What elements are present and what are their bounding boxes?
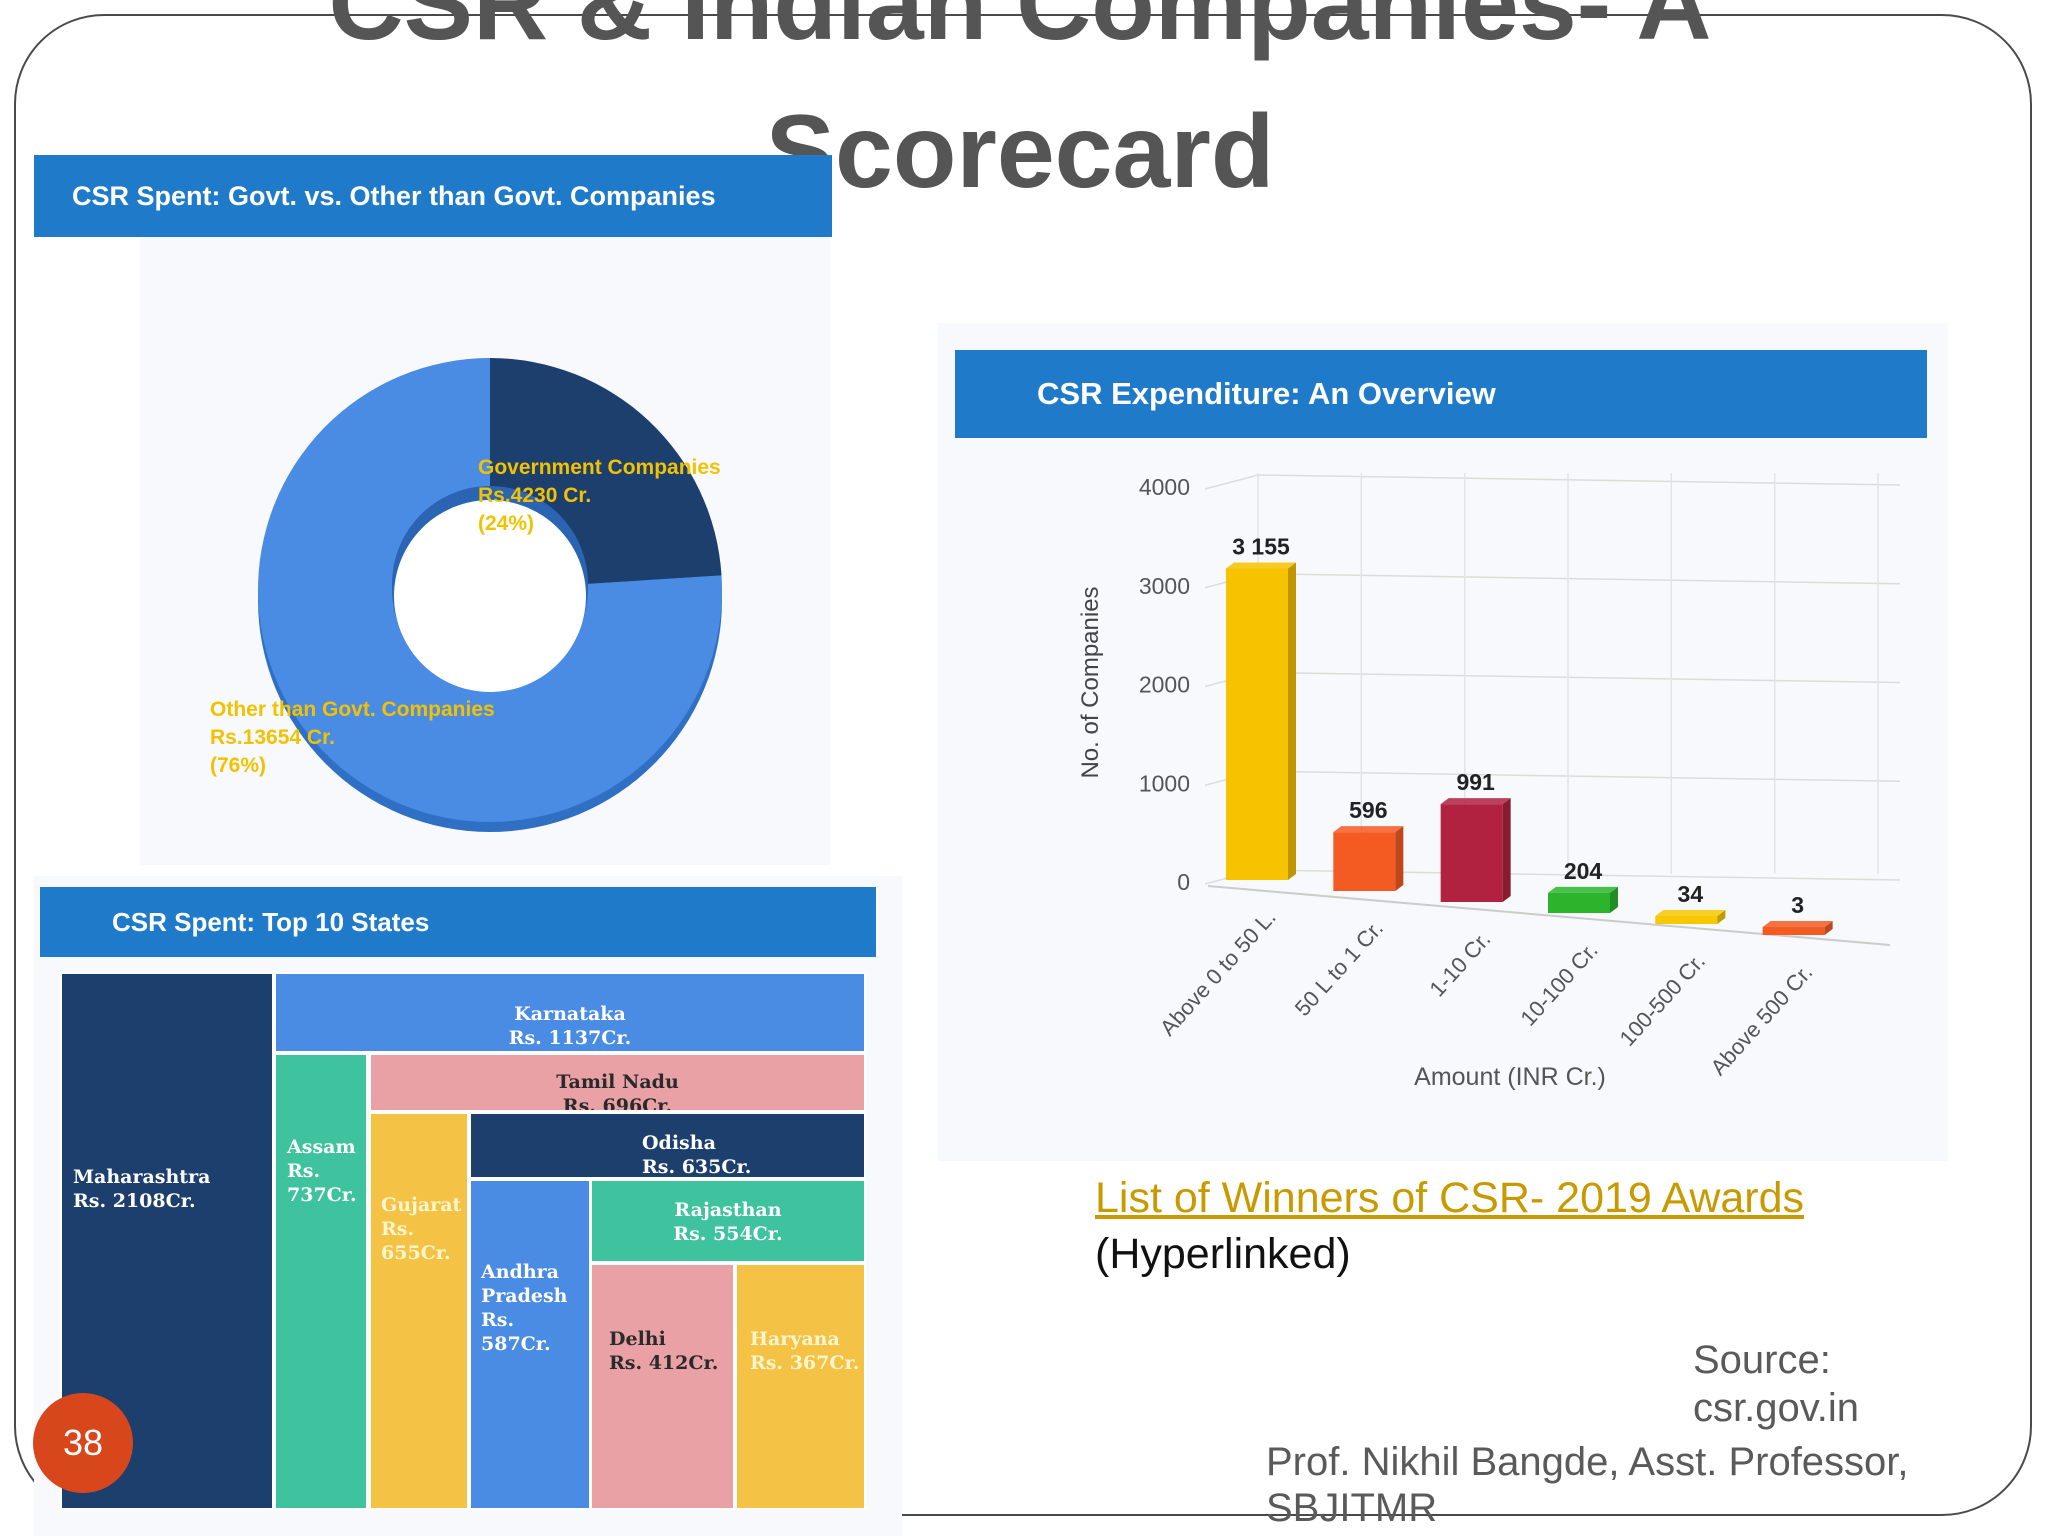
bar-chart-title: CSR Expenditure: An Overview [955, 350, 1927, 438]
treemap-amount: Rs. 1137Cr. [508, 1027, 632, 1049]
treemap-state-name: Karnataka [514, 1003, 626, 1025]
treemap-cell-rajasthan: Rajasthan Rs. 554Cr. [590, 1179, 866, 1263]
slide-frame [14, 14, 2032, 1516]
treemap-title: CSR Spent: Top 10 States [40, 887, 876, 957]
donut-label-line: Rs.4230 Cr. [478, 484, 591, 507]
bar-3 [1548, 886, 1618, 913]
y-tick-label: 3000 [1139, 573, 1190, 599]
y-tick-label: 2000 [1139, 672, 1190, 698]
treemap-cell-karnataka: Karnataka Rs. 1137Cr. [274, 972, 866, 1053]
bar-value-label: 3 155 [1232, 533, 1290, 559]
x-tick-label: Above 0 to 50 L. [1155, 905, 1281, 1041]
treemap-amount: Rs. 587Cr. [481, 1309, 551, 1355]
treemap-state-name: Gujarat [381, 1194, 462, 1216]
donut-chart-title: CSR Spent: Govt. vs. Other than Govt. Co… [34, 155, 832, 237]
treemap-amount: Rs. 367Cr. [750, 1352, 860, 1374]
treemap-state-name: Tamil Nadu [556, 1071, 679, 1093]
winners-list-link[interactable]: List of Winners of CSR- 2019 Awards [1095, 1174, 1805, 1222]
treemap-amount: Rs. 2108Cr. [73, 1190, 196, 1212]
treemap-amount: Rs. [381, 1218, 415, 1240]
bar-2 [1440, 798, 1511, 902]
y-tick-label: 4000 [1139, 474, 1190, 500]
donut-slice-1 [258, 358, 722, 822]
treemap-state-name: Haryana [750, 1328, 840, 1350]
treemap-amount: Pradesh [481, 1285, 568, 1307]
bar-4 [1655, 910, 1726, 924]
treemap-state-name: Andhra [481, 1261, 559, 1283]
bar-chart: 0 1000 2000 3000 4000 No. of Companies 3 155 Ab… [1077, 473, 1901, 1091]
page-number-badge: 38 [33, 1393, 133, 1493]
donut-label-0: Government Companies Rs.4230 Cr. (24%) [478, 456, 721, 535]
y-axis-title: No. of Companies [1077, 586, 1104, 778]
donut-label-line: (76%) [210, 754, 266, 777]
treemap-cell-delhi: Delhi Rs. 412Cr. [590, 1263, 735, 1510]
bar-value-label: 991 [1456, 769, 1495, 795]
treemap-amount: 655Cr. [381, 1242, 451, 1264]
treemap-state-name: Odisha [642, 1132, 716, 1154]
treemap-cell-haryana: Haryana Rs. 367Cr. [735, 1263, 866, 1510]
donut-label-line: Other than Govt. Companies [210, 698, 495, 721]
donut-label-line: (24%) [478, 512, 534, 535]
treemap-state-name: Maharashtra [73, 1166, 211, 1188]
treemap-amount: Rs. [287, 1160, 321, 1182]
bar-1 [1333, 826, 1404, 891]
treemap-amount: Rs. 696Cr. [562, 1095, 673, 1112]
x-tick-label: 50 L to 1 Cr. [1290, 916, 1388, 1021]
treemap-cell-andhra-pradesh: Andhra Pradesh Rs. 587Cr. [469, 1179, 591, 1510]
donut-label-line: Rs.13654 Cr. [210, 726, 335, 749]
hyperlinked-note: (Hyperlinked) [1095, 1230, 1351, 1278]
x-tick-label: 1-10 Cr. [1424, 927, 1495, 1002]
slide-title: CSR & Indian Companies- A Scorecard [328, 0, 1712, 210]
bar-value-label: 596 [1349, 797, 1387, 823]
author-line-2: SBJITMR [1266, 1486, 1438, 1530]
bar-value-label: 34 [1678, 881, 1704, 907]
bar-0 [1226, 562, 1296, 880]
treemap-cell-tamil-nadu: Tamil Nadu Rs. 696Cr. [369, 1053, 866, 1112]
source-value: csr.gov.in [1693, 1386, 1859, 1430]
y-tick-label: 0 [1177, 869, 1190, 895]
x-tick-label: Above 500 Cr. [1706, 960, 1818, 1080]
x-tick-label: 100-500 Cr. [1615, 949, 1711, 1051]
treemap-state-name: Rajasthan [674, 1199, 782, 1221]
donut-chart: Government Companies Rs.4230 Cr. (24%) Othe… [210, 358, 722, 832]
donut-hole [394, 500, 586, 692]
treemap-amount: Rs. 554Cr. [673, 1223, 783, 1245]
treemap-state-name: Assam [287, 1136, 356, 1158]
treemap: Maharashtra Rs. 2108Cr. Karnataka Rs. 1137C… [60, 972, 866, 1510]
bar-grid [1204, 473, 1901, 946]
donut-label-1: Other than Govt. Companies Rs.13654 Cr. (7… [210, 698, 495, 777]
treemap-amount: Rs. 412Cr. [609, 1352, 719, 1374]
treemap-cell-odisha: Odisha Rs. 635Cr. [469, 1112, 866, 1179]
bar-chart-panel [938, 323, 1948, 1161]
author-line-1: Prof. Nikhil Bangde, Asst. Professor, [1266, 1440, 1909, 1484]
treemap-cell-assam: Assam Rs. 737Cr. [274, 1053, 368, 1510]
bar-value-label: 204 [1564, 858, 1603, 884]
source-label: Source: [1693, 1338, 1831, 1382]
x-axis-title: Amount (INR Cr.) [1414, 1063, 1606, 1091]
bar-5 [1762, 921, 1833, 935]
treemap-amount: 737Cr. [287, 1184, 357, 1206]
donut-slice-0 [490, 358, 722, 584]
treemap-cell-gujarat: Gujarat Rs. 655Cr. [369, 1112, 469, 1510]
bar-value-label: 3 [1791, 892, 1804, 918]
donut-label-line: Government Companies [478, 456, 721, 479]
page-number: 38 [62, 1422, 104, 1463]
y-tick-label: 1000 [1139, 770, 1190, 796]
treemap-state-name: Delhi [609, 1328, 666, 1350]
x-tick-label: 10-100 Cr. [1515, 938, 1602, 1031]
treemap-amount: Rs. 635Cr. [642, 1156, 752, 1178]
